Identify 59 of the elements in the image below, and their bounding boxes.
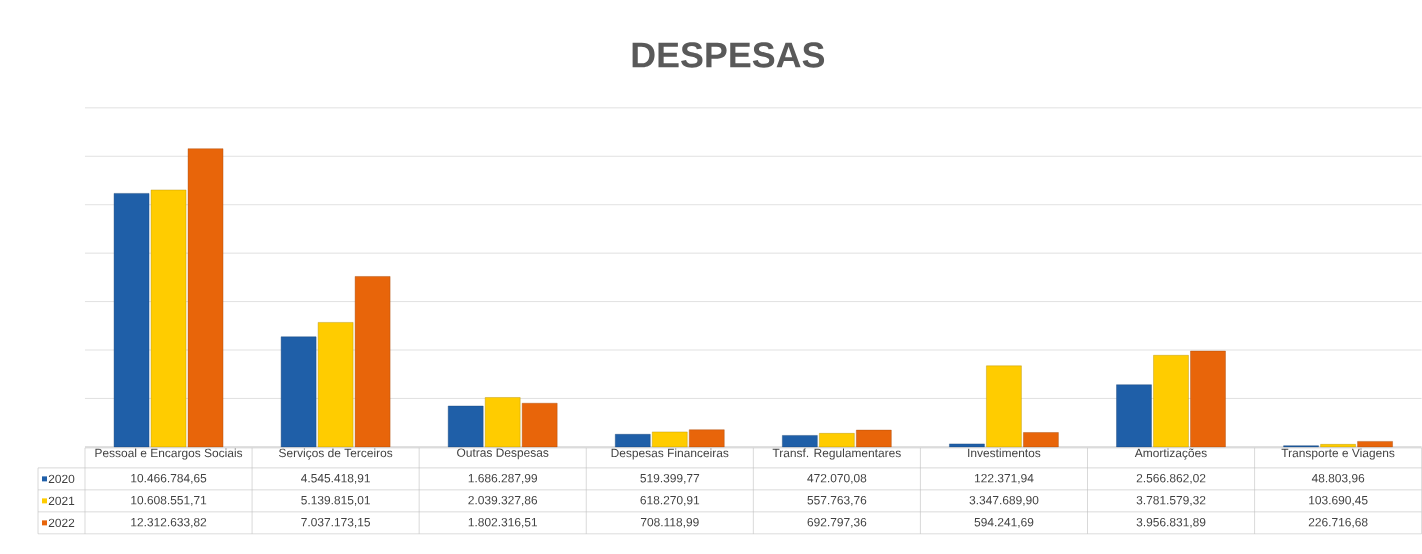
bar <box>354 276 391 448</box>
x-tick-label: Investimentos <box>968 448 1041 458</box>
bar <box>187 148 224 448</box>
legend-label: 2021 <box>48 496 75 506</box>
data-label: 3.781.579,32 <box>1136 496 1206 506</box>
legend-label: 2020 <box>48 474 75 484</box>
data-label: 692.797,36 <box>807 518 867 528</box>
bar <box>856 429 892 448</box>
data-label: 557.763,76 <box>807 496 867 506</box>
bar <box>782 435 818 448</box>
bar <box>484 397 521 448</box>
legend-label: 2022 <box>48 518 75 528</box>
data-label: 708.118,99 <box>640 518 699 528</box>
bar <box>150 189 187 448</box>
bar <box>1153 355 1189 448</box>
x-tick-label: Serviços de Terceiros <box>279 448 393 460</box>
data-label: 10.608.551,71 <box>131 496 207 506</box>
bar <box>1357 441 1393 448</box>
data-label: 472.070,08 <box>807 474 867 484</box>
bar <box>949 443 985 448</box>
x-tick-label: Outras Despesas <box>457 448 549 460</box>
x-tick-label: Transporte e Viagens <box>1281 448 1395 460</box>
data-label: 7.037.173,15 <box>301 518 371 528</box>
x-tick-label: Despesas Financeiras <box>611 448 729 460</box>
bar <box>280 336 317 448</box>
data-label: 12.312.633,82 <box>131 518 207 528</box>
bar <box>652 431 688 448</box>
bar <box>1320 444 1356 448</box>
bar <box>689 429 725 448</box>
bar <box>113 193 150 448</box>
x-tick-label: Transf. Regulamentares <box>772 448 901 460</box>
data-label: 122.371,94 <box>974 474 1034 484</box>
bar <box>521 403 558 448</box>
bar <box>1023 432 1059 448</box>
data-label: 226.716,68 <box>1308 518 1368 528</box>
bar <box>448 405 484 448</box>
data-label: 618.270,91 <box>640 496 700 506</box>
data-label: 594.241,69 <box>974 518 1034 528</box>
bar <box>1190 350 1226 448</box>
chart-title: DESPESAS <box>632 42 825 68</box>
bar <box>317 322 354 448</box>
x-tick-label: Pessoal e Encargos Sociais <box>95 448 243 460</box>
data-label: 5.139.815,01 <box>301 496 370 506</box>
x-tick-label: Amortizações <box>1134 448 1207 460</box>
data-label: 2.566.862,02 <box>1136 474 1206 484</box>
data-label: 519.399,77 <box>640 474 700 484</box>
data-label: 10.466.784,65 <box>131 474 207 484</box>
data-label: 103.690,45 <box>1309 496 1368 506</box>
bar <box>819 433 855 448</box>
data-label: 2.039.327,86 <box>468 496 538 506</box>
data-label: 1.686.287,99 <box>468 474 538 484</box>
bar <box>986 365 1022 448</box>
data-label: 3.956.831,89 <box>1136 518 1206 528</box>
data-label: 3.347.689,90 <box>969 496 1039 506</box>
bar <box>1116 384 1152 448</box>
data-label: 48.803,96 <box>1311 474 1365 484</box>
bar <box>615 434 651 448</box>
data-label: 1.802.316,51 <box>468 518 538 528</box>
data-label: 4.545.418,91 <box>301 474 370 484</box>
